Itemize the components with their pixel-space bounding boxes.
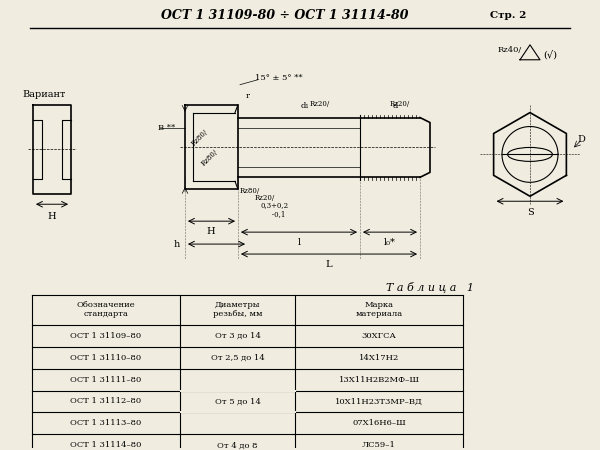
Text: Т а б л и ц а   1: Т а б л и ц а 1: [386, 282, 474, 293]
Text: ЛС59–1: ЛС59–1: [362, 441, 396, 449]
Text: ОСТ 1 31109–80: ОСТ 1 31109–80: [70, 332, 142, 340]
Text: От 4 до 8: От 4 до 8: [217, 441, 258, 449]
Text: Марка
материала: Марка материала: [355, 301, 403, 319]
Text: Обозначение
стандарта: Обозначение стандарта: [77, 301, 136, 319]
Text: Rz20/: Rz20/: [255, 194, 275, 202]
Text: От 3 до 14: От 3 до 14: [215, 332, 260, 340]
Text: Rz40/: Rz40/: [498, 46, 522, 54]
Text: h: h: [174, 239, 180, 248]
Text: Rz20/: Rz20/: [390, 99, 410, 108]
Text: ОСТ 1 31109-80 ÷ ОСТ 1 31114-80: ОСТ 1 31109-80 ÷ ОСТ 1 31114-80: [161, 9, 409, 22]
Text: 15° ± 5° **: 15° ± 5° **: [255, 74, 302, 82]
Text: 14Х17Н2: 14Х17Н2: [359, 354, 399, 362]
Text: 13Х11Н2В2МФ–Ш: 13Х11Н2В2МФ–Ш: [338, 376, 419, 383]
Text: ОСТ 1 31111–80: ОСТ 1 31111–80: [70, 376, 142, 383]
Text: B **: B **: [158, 123, 175, 131]
Text: Диаметры
резьбы, мм: Диаметры резьбы, мм: [213, 301, 262, 319]
Text: Rz80/: Rz80/: [190, 127, 210, 148]
Text: r: r: [246, 92, 250, 99]
Text: Вариант: Вариант: [22, 90, 65, 99]
Text: d₁: d₁: [301, 102, 310, 110]
Text: L: L: [326, 260, 332, 269]
Text: 30ХГСА: 30ХГСА: [362, 332, 397, 340]
Text: Rz80/: Rz80/: [240, 187, 260, 195]
Text: H: H: [206, 227, 215, 236]
Text: ОСТ 1 31110–80: ОСТ 1 31110–80: [70, 354, 142, 362]
Text: Стр. 2: Стр. 2: [490, 11, 526, 20]
Text: l₀*: l₀*: [384, 238, 396, 247]
Text: H: H: [47, 212, 56, 221]
Text: l: l: [298, 238, 301, 247]
Text: ОСТ 1 31113–80: ОСТ 1 31113–80: [70, 419, 142, 428]
Text: Rz80/: Rz80/: [200, 148, 220, 167]
Text: 10Х11Н23Т3МР–ВД: 10Х11Н23Т3МР–ВД: [335, 397, 423, 405]
Text: Rz20/: Rz20/: [310, 99, 330, 108]
Text: 07Х16Н6–Ш: 07Х16Н6–Ш: [352, 419, 406, 428]
Text: d: d: [392, 102, 398, 110]
Text: От 5 до 14: От 5 до 14: [215, 397, 260, 405]
Text: От 2,5 до 14: От 2,5 до 14: [211, 354, 265, 362]
Text: S: S: [527, 208, 533, 217]
Text: ОСТ 1 31114–80: ОСТ 1 31114–80: [70, 441, 142, 449]
Text: ОСТ 1 31112–80: ОСТ 1 31112–80: [70, 397, 142, 405]
Text: (√): (√): [543, 50, 557, 59]
Text: D: D: [577, 135, 585, 144]
Text: 0,3+0,2
   -0,1: 0,3+0,2 -0,1: [261, 201, 289, 218]
